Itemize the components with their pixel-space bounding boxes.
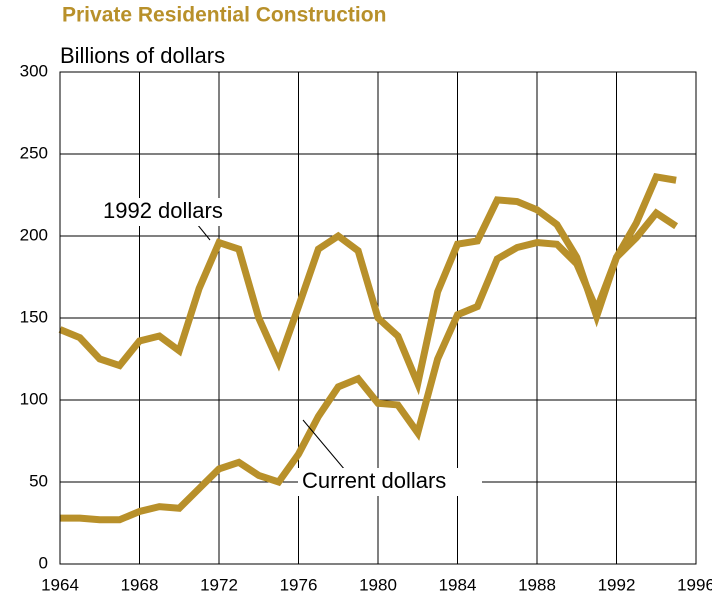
y-tick-label: 0 [39,553,48,572]
x-tick-label: 1984 [439,575,477,594]
x-tick-label: 1980 [359,575,397,594]
leader-line [302,419,346,471]
series-line [58,173,677,396]
x-tick-label: 1968 [121,575,159,594]
x-tick-label: 1996 [677,575,712,594]
label-bg [298,468,482,496]
y-tick-label: 250 [20,143,48,162]
label-bg [100,198,250,226]
x-tick-label: 1976 [280,575,318,594]
x-tick-label: 1988 [518,575,556,594]
chart-title: Private Residential Construction [62,4,386,27]
x-tick-label: 1972 [200,575,238,594]
series-line [60,208,679,524]
y-tick-label: 200 [20,225,48,244]
y-tick-label: 50 [29,471,48,490]
y-tick-label: 300 [20,61,48,80]
x-tick-label: 1992 [598,575,636,594]
series-label: Current dollars [302,468,446,493]
series-label: 1992 dollars [103,198,223,223]
x-tick-label: 1964 [41,575,79,594]
chart-subtitle: Billions of dollars [60,43,225,68]
plot-frame [59,71,697,565]
y-tick-label: 100 [20,389,48,408]
y-tick-label: 150 [20,307,48,326]
leader-line [196,223,211,241]
